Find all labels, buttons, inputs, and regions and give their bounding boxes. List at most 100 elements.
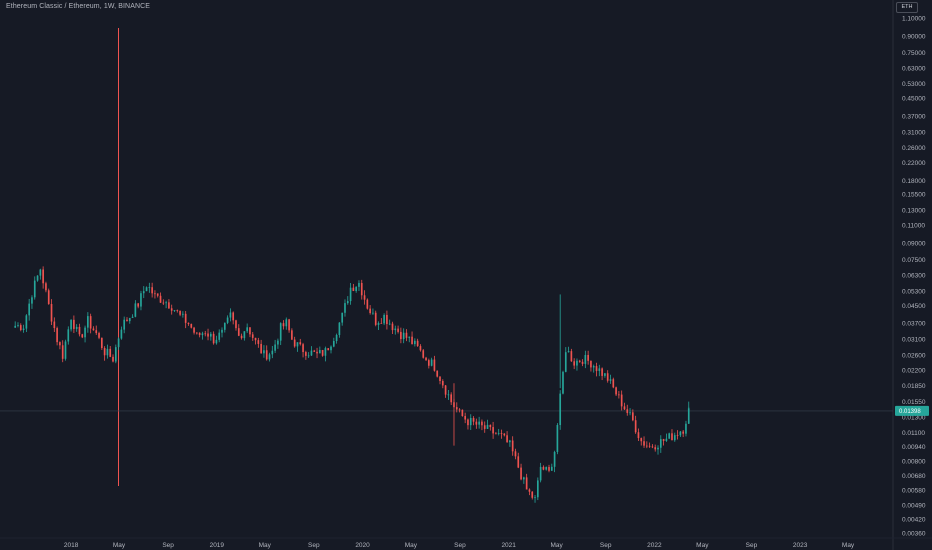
candle-body xyxy=(386,314,388,325)
time-tick-label: May xyxy=(259,542,272,549)
candle-body xyxy=(134,303,137,317)
candle-body xyxy=(274,344,276,351)
candle-body xyxy=(53,321,56,329)
candle-body xyxy=(201,333,204,336)
candle-body xyxy=(425,357,427,361)
candle-body xyxy=(50,303,53,322)
candle-body xyxy=(193,327,195,333)
candle-body xyxy=(363,295,366,300)
candle-body xyxy=(221,329,223,333)
price-tick-label: 0.03100 xyxy=(902,337,926,344)
currency-button[interactable]: ETH xyxy=(896,2,918,13)
candle-body xyxy=(640,438,643,442)
candle-body xyxy=(182,313,184,315)
candle-body xyxy=(439,376,441,382)
candle-body xyxy=(366,299,369,309)
candle-body xyxy=(481,421,483,426)
price-tick-label: 0.05300 xyxy=(902,288,926,295)
candle-body xyxy=(64,341,67,359)
candle-body xyxy=(676,435,679,436)
candle-body xyxy=(271,350,274,355)
price-tick-label: 0.00800 xyxy=(902,458,926,465)
candle-body xyxy=(204,333,207,335)
candle-body xyxy=(92,328,95,331)
candle-body xyxy=(17,325,19,326)
candle-body xyxy=(137,303,140,307)
candle-body xyxy=(89,316,92,329)
candle-body xyxy=(369,308,371,313)
time-tick-label: Sep xyxy=(746,542,758,549)
price-tick-label: 0.45000 xyxy=(902,96,926,103)
candle-body xyxy=(553,451,556,467)
candle-body xyxy=(123,319,126,330)
candle-body xyxy=(461,409,464,417)
candle-body xyxy=(411,336,413,345)
candle-body xyxy=(562,371,564,394)
candle-body xyxy=(237,328,240,336)
price-tick-label: 0.00420 xyxy=(902,516,926,523)
candle-body xyxy=(162,302,165,304)
candle-body xyxy=(305,352,307,356)
time-tick-label: 2021 xyxy=(501,542,516,549)
candle-body xyxy=(405,332,408,338)
candle-body xyxy=(330,346,332,351)
candle-body xyxy=(33,280,36,298)
chart-title: Ethereum Classic / Ethereum, 1W, BINANCE xyxy=(6,3,151,10)
candle-body xyxy=(22,328,25,331)
candle-body xyxy=(643,441,645,446)
candle-body xyxy=(176,310,179,311)
candle-body xyxy=(604,373,606,376)
candle-body xyxy=(209,333,212,337)
candle-body xyxy=(645,445,648,447)
candle-body xyxy=(36,275,39,281)
candle-body xyxy=(679,431,682,436)
candle-body xyxy=(358,282,360,287)
candle-body xyxy=(606,373,609,381)
time-tick-label: May xyxy=(113,542,126,549)
candle-body xyxy=(285,319,288,327)
candle-body xyxy=(618,394,620,396)
candle-body xyxy=(495,433,497,435)
candle-body xyxy=(550,466,553,471)
candle-body xyxy=(450,394,453,403)
candle-body xyxy=(173,310,176,311)
candle-body xyxy=(279,323,282,341)
candle-body xyxy=(25,315,28,329)
time-tick-label: 2019 xyxy=(210,542,225,549)
candle-body xyxy=(73,319,75,329)
price-tick-label: 0.63000 xyxy=(902,65,926,72)
candle-body xyxy=(31,297,33,304)
candle-body xyxy=(56,328,58,343)
candle-body xyxy=(436,370,439,377)
candle-body xyxy=(648,445,651,447)
candle-body xyxy=(520,467,522,480)
candle-body xyxy=(114,347,117,362)
candle-body xyxy=(148,287,151,289)
price-tick-label: 0.01550 xyxy=(902,399,926,406)
candle-body xyxy=(145,287,148,292)
candle-body xyxy=(338,322,341,335)
candle-body xyxy=(472,417,475,422)
candle-body xyxy=(626,409,629,413)
candle-body xyxy=(612,379,615,388)
candle-body xyxy=(506,435,508,443)
time-axis[interactable]: 2018 May Sep 2019 May Sep 2020 May Sep 2021 May Sep… xyxy=(64,542,855,549)
candle-body xyxy=(637,432,640,439)
candle-body xyxy=(75,326,78,329)
price-axis[interactable]: 1.10000 0.90000 0.75000 0.63000 0.53000 0.450… xyxy=(902,15,926,537)
candle-body xyxy=(349,287,352,302)
candle-body xyxy=(433,359,436,371)
candle-body xyxy=(98,333,100,338)
price-tick-label: 0.09000 xyxy=(902,241,926,248)
candle-body xyxy=(45,283,47,291)
candle-body xyxy=(61,345,64,359)
candle-body xyxy=(469,417,472,426)
candle-body xyxy=(117,338,120,348)
candle-body xyxy=(651,446,654,448)
candle-body xyxy=(570,351,573,362)
candle-body xyxy=(545,467,548,470)
candle-body xyxy=(567,351,570,353)
candle-body xyxy=(467,419,469,426)
